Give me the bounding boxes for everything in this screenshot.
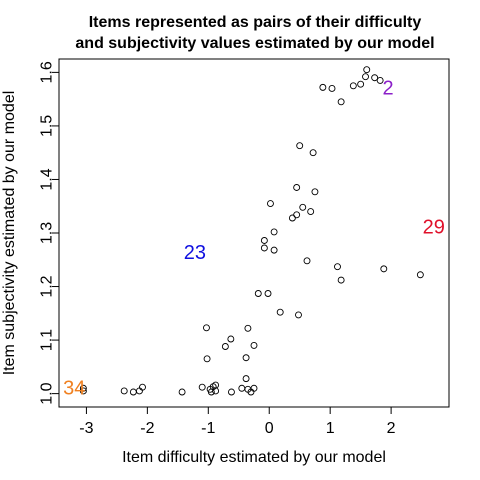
data-point: [238, 384, 246, 392]
data-point: [299, 203, 307, 211]
data-point: [227, 335, 235, 343]
data-point: [135, 387, 143, 395]
data-point: [276, 308, 284, 316]
x-tick-label: 1: [326, 420, 335, 437]
data-point: [250, 384, 258, 392]
plot-frame: [58, 58, 450, 408]
data-point: [228, 388, 235, 396]
data-point: [363, 66, 371, 74]
data-point: [129, 388, 137, 396]
data-point: [337, 98, 345, 106]
data-point: [207, 388, 215, 396]
y-tick-label: 1.5: [39, 115, 56, 137]
x-tick-label: -1: [201, 420, 215, 437]
chart-title: Items represented as pairs of their diff…: [89, 14, 422, 31]
data-point: [349, 82, 357, 90]
data-point: [337, 276, 345, 284]
y-tick-label: 1.0: [39, 382, 56, 404]
y-axis-label: Item subjectivity estimated by our model: [1, 91, 18, 376]
x-tick-label: -3: [79, 420, 93, 437]
y-tick-label: 1.4: [39, 168, 56, 190]
data-point: [288, 214, 296, 222]
data-point: [221, 343, 229, 350]
data-point: [139, 383, 146, 391]
y-tick-label: 1.2: [39, 275, 56, 297]
data-point: [296, 142, 304, 150]
data-point: [303, 257, 311, 265]
x-tick-label: 2: [387, 420, 396, 437]
data-points: [79, 66, 424, 396]
x-tick-label: -2: [140, 420, 154, 437]
data-point: [357, 80, 365, 88]
data-point: [178, 388, 186, 396]
data-point: [203, 355, 211, 363]
data-point: [380, 265, 388, 273]
data-point: [293, 184, 301, 191]
y-axis: 1.0 1.1 1.2 1.3 1.4 1.5 1.6: [39, 61, 59, 405]
data-point: [307, 208, 315, 216]
y-tick-label: 1.6: [39, 61, 56, 83]
data-point: [293, 211, 301, 219]
data-point: [260, 244, 268, 252]
data-point: [270, 228, 278, 236]
data-point: [203, 324, 210, 332]
data-point: [328, 84, 336, 92]
data-point: [250, 341, 258, 349]
y-tick-label: 1.3: [39, 222, 56, 244]
data-point: [79, 384, 87, 392]
y-tick-label: 1.1: [39, 329, 56, 351]
chart-subtitle: and subjectivity values estimated by our…: [75, 35, 434, 52]
data-point: [267, 200, 274, 208]
data-point: [212, 387, 220, 395]
data-point: [120, 387, 128, 395]
data-point: [264, 290, 272, 297]
point-annotations: 2 23 29 34: [63, 77, 445, 399]
point-annotation: 29: [423, 217, 445, 239]
data-point: [254, 290, 262, 297]
point-annotation: 34: [63, 377, 85, 399]
point-annotation: 23: [184, 242, 206, 264]
data-point: [319, 83, 327, 91]
data-point: [198, 383, 206, 391]
data-point: [334, 263, 341, 271]
data-point: [371, 74, 379, 82]
data-point: [242, 375, 250, 383]
data-point: [416, 271, 424, 279]
x-tick-label: 0: [265, 420, 274, 437]
data-point: [311, 188, 319, 196]
data-point: [309, 149, 317, 157]
data-point: [362, 73, 369, 81]
data-point: [376, 76, 384, 84]
data-point: [242, 354, 250, 362]
data-point: [295, 311, 302, 319]
data-point: [270, 246, 278, 254]
data-point: [260, 237, 268, 244]
point-annotation: 2: [383, 77, 394, 99]
x-axis-label: Item difficulty estimated by our model: [122, 449, 386, 466]
data-point: [79, 387, 87, 395]
data-point: [244, 324, 252, 332]
x-axis: -3 -2 -1 0 1 2: [79, 407, 396, 437]
